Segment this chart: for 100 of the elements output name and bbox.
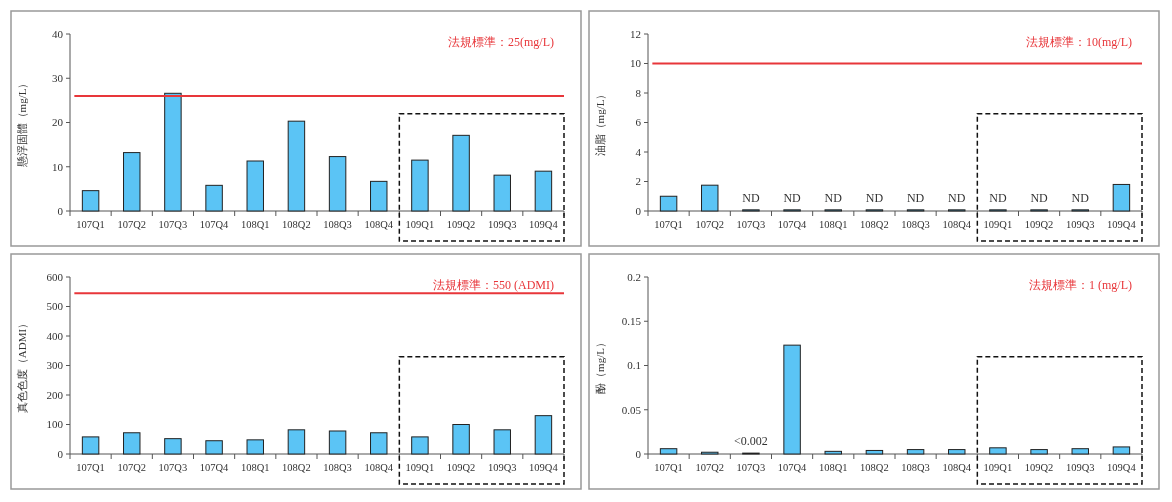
x-tick-label: 107Q1 bbox=[654, 219, 683, 230]
y-tick-label: 4 bbox=[635, 145, 642, 158]
x-tick-label: 108Q3 bbox=[901, 219, 930, 230]
bar bbox=[948, 449, 966, 455]
x-tick-label: 109Q4 bbox=[529, 462, 559, 473]
y-tick-label: 8 bbox=[635, 86, 642, 99]
x-tick-label: 108Q2 bbox=[282, 462, 311, 473]
bar bbox=[659, 195, 678, 212]
bar bbox=[1071, 448, 1089, 455]
bar bbox=[246, 439, 264, 455]
data-label: ND bbox=[989, 190, 1007, 205]
x-tick-label: 109Q4 bbox=[1107, 219, 1137, 230]
bar bbox=[164, 92, 182, 212]
annotation: 法規標準：550 (ADMI) bbox=[433, 278, 554, 292]
bar bbox=[1030, 449, 1048, 455]
y-tick-label: 0.15 bbox=[621, 315, 642, 328]
x-tick-label: 107Q2 bbox=[117, 462, 147, 473]
bar bbox=[989, 447, 1007, 455]
x-tick-label: 108Q4 bbox=[364, 462, 394, 473]
bar bbox=[370, 432, 388, 455]
bar bbox=[81, 190, 100, 212]
bar bbox=[534, 415, 553, 455]
y-tick-label: 300 bbox=[46, 359, 64, 372]
data-label: ND bbox=[865, 190, 884, 205]
bar bbox=[493, 429, 511, 455]
bar bbox=[123, 152, 141, 212]
data-label: ND bbox=[783, 190, 802, 205]
x-tick-label: 108Q3 bbox=[323, 462, 352, 473]
bar bbox=[287, 429, 306, 455]
x-tick-label: 108Q2 bbox=[860, 462, 889, 473]
x-tick-label: 109Q2 bbox=[1024, 462, 1054, 473]
y-tick-label: 0 bbox=[635, 204, 642, 217]
bar bbox=[824, 450, 842, 455]
x-tick-label: 108Q3 bbox=[323, 219, 352, 230]
x-tick-label: 108Q1 bbox=[818, 219, 848, 230]
x-tick-label: 108Q4 bbox=[942, 219, 972, 230]
data-label: <0.002 bbox=[734, 434, 768, 449]
bar bbox=[328, 156, 347, 212]
bar bbox=[205, 184, 223, 212]
x-tick-label: 107Q4 bbox=[777, 219, 808, 230]
bar bbox=[493, 174, 511, 212]
annotation: 法規標準：25(mg/L) bbox=[448, 35, 554, 49]
x-tick-label: 109Q3 bbox=[1065, 219, 1095, 230]
bar bbox=[411, 436, 429, 455]
x-tick-label: 107Q3 bbox=[158, 462, 188, 473]
x-tick-label: 109Q2 bbox=[446, 219, 476, 230]
x-tick-label: 109Q3 bbox=[487, 219, 517, 230]
x-tick-label: 109Q4 bbox=[1107, 462, 1137, 473]
bar bbox=[659, 448, 678, 455]
bar bbox=[205, 440, 223, 455]
x-tick-label: 107Q2 bbox=[695, 219, 725, 230]
y-tick-label: 0.1 bbox=[627, 359, 641, 372]
data-label: ND bbox=[824, 190, 843, 205]
x-tick-label: 109Q1 bbox=[405, 219, 435, 230]
bar bbox=[865, 449, 884, 455]
y-tick-label: 0 bbox=[635, 447, 642, 460]
y-tick-label: 10 bbox=[52, 160, 64, 173]
x-tick-label: 107Q4 bbox=[199, 219, 230, 230]
bar bbox=[287, 120, 306, 212]
data-label: ND bbox=[742, 190, 760, 205]
y-tick-label: 6 bbox=[635, 116, 642, 129]
data-label: ND bbox=[948, 190, 966, 205]
x-tick-label: 107Q3 bbox=[736, 219, 766, 230]
x-tick-label: 109Q1 bbox=[983, 219, 1013, 230]
y-tick-label: 200 bbox=[46, 388, 64, 401]
bar bbox=[246, 160, 264, 212]
x-tick-label: 108Q1 bbox=[240, 462, 270, 473]
y-tick-label: 0.2 bbox=[627, 270, 641, 283]
x-tick-label: 107Q2 bbox=[117, 219, 147, 230]
bar bbox=[1112, 183, 1131, 212]
x-tick-label: 108Q3 bbox=[901, 462, 930, 473]
y-axis-title: 酚（mg/L） bbox=[594, 337, 606, 394]
data-label: ND bbox=[1071, 190, 1090, 205]
x-tick-label: 108Q2 bbox=[282, 219, 311, 230]
x-tick-label: 109Q2 bbox=[1024, 219, 1054, 230]
y-tick-label: 30 bbox=[52, 72, 64, 85]
y-tick-label: 0 bbox=[57, 447, 64, 460]
x-tick-label: 108Q1 bbox=[818, 462, 848, 473]
bar bbox=[411, 159, 429, 212]
x-tick-label: 109Q2 bbox=[446, 462, 476, 473]
x-tick-label: 108Q4 bbox=[364, 219, 394, 230]
y-tick-label: 0.05 bbox=[621, 403, 642, 416]
bar bbox=[370, 180, 388, 212]
x-tick-label: 107Q1 bbox=[76, 219, 105, 230]
y-axis-title: 真色色度（ADMI） bbox=[16, 317, 28, 414]
x-tick-label: 108Q2 bbox=[860, 219, 889, 230]
y-tick-label: 400 bbox=[46, 329, 64, 342]
bar bbox=[328, 430, 347, 455]
bar bbox=[534, 170, 553, 212]
y-tick-label: 100 bbox=[46, 418, 64, 431]
x-tick-label: 107Q1 bbox=[654, 462, 683, 473]
y-tick-label: 600 bbox=[46, 270, 64, 283]
data-label: ND bbox=[1030, 190, 1049, 205]
annotation: 法規標準：1 (mg/L) bbox=[1029, 278, 1132, 292]
y-tick-label: 0 bbox=[57, 204, 64, 217]
y-axis-title: 懸浮固體（mg/L） bbox=[16, 77, 28, 169]
bar bbox=[783, 344, 801, 455]
bar bbox=[123, 432, 141, 455]
x-tick-label: 107Q4 bbox=[199, 462, 230, 473]
annotation: 法規標準：10(mg/L) bbox=[1026, 35, 1132, 49]
